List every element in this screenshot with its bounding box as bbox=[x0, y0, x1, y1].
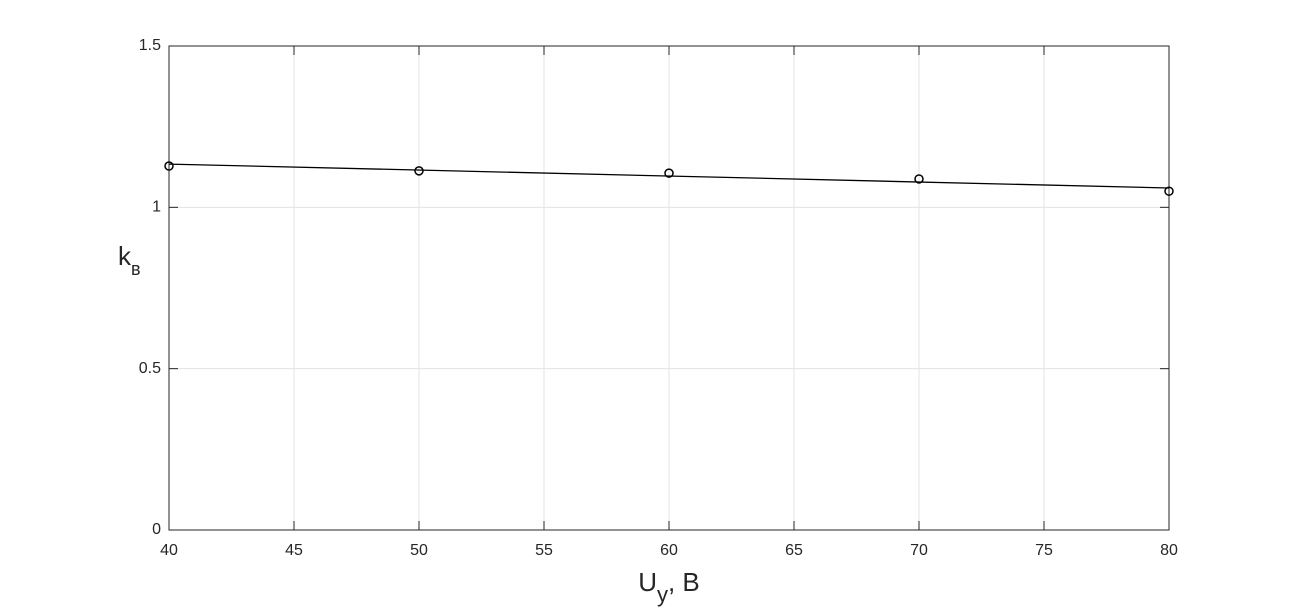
y-label-main: k bbox=[118, 241, 132, 271]
x-tick-label: 70 bbox=[910, 542, 928, 559]
y-tick-label: 0 bbox=[152, 521, 161, 538]
x-tick-label: 40 bbox=[160, 542, 178, 559]
y-tick-label: 1.5 bbox=[139, 37, 161, 54]
x-tick-label: 75 bbox=[1035, 542, 1053, 559]
data-point bbox=[164, 161, 174, 171]
data-point bbox=[914, 174, 924, 184]
y-tick-label: 1 bbox=[152, 199, 161, 216]
x-tick-label: 65 bbox=[785, 542, 803, 559]
x-tick-label: 50 bbox=[410, 542, 428, 559]
data-point bbox=[664, 168, 674, 178]
x-tick-label: 55 bbox=[535, 542, 553, 559]
fit-line bbox=[168, 163, 1170, 189]
x-label-suffix: , В bbox=[668, 567, 700, 597]
data-point bbox=[414, 166, 424, 176]
x-tick-label: 60 bbox=[660, 542, 678, 559]
y-tick-label: 0.5 bbox=[139, 360, 161, 377]
y-axis-label: kв bbox=[118, 241, 141, 279]
x-label-main: U bbox=[638, 567, 657, 597]
data-point bbox=[1164, 186, 1174, 196]
x-tick-label: 45 bbox=[285, 542, 303, 559]
y-label-sub: в bbox=[131, 259, 141, 279]
x-label-sub: y bbox=[657, 582, 668, 607]
x-tick-label: 80 bbox=[1160, 542, 1178, 559]
axes-box bbox=[168, 45, 1170, 531]
x-axis-label: Uy, В bbox=[638, 567, 700, 607]
